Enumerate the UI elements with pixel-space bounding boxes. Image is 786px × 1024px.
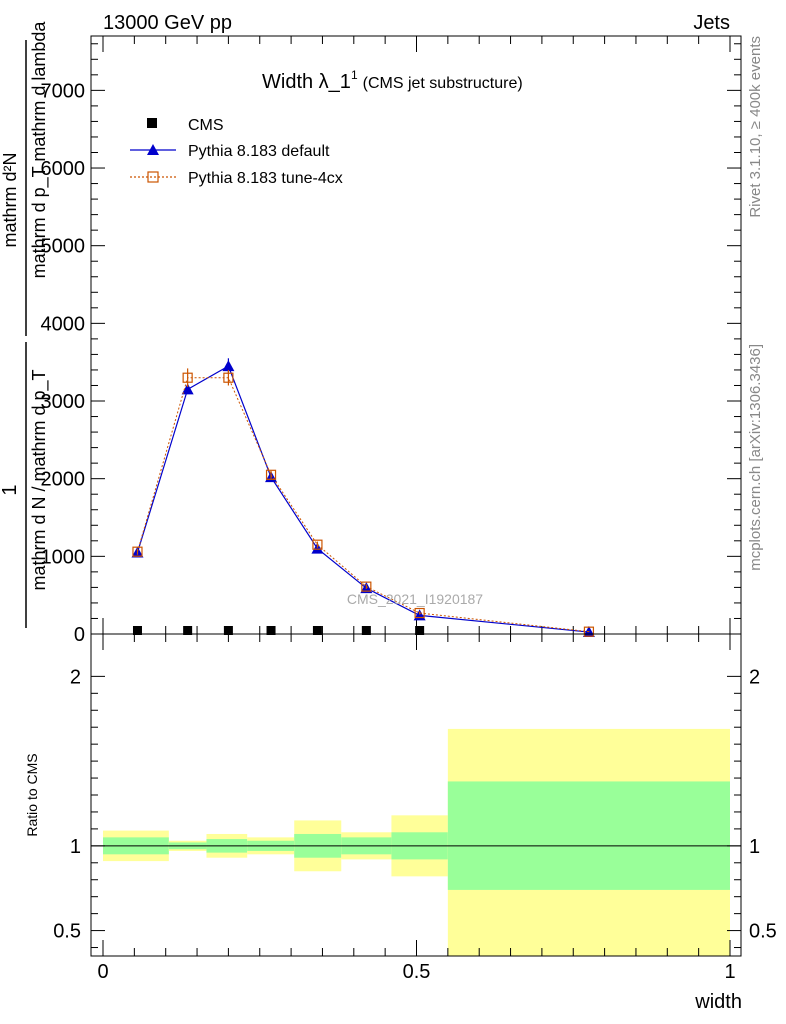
x-tick-label: 0 — [97, 961, 108, 983]
ratio-x-ticks: 0 0.5 1 — [97, 634, 736, 983]
data-point — [181, 383, 194, 395]
data-point — [132, 626, 142, 635]
plot-title-main: Width λ_1 — [262, 71, 351, 93]
legend-tune-label: Pythia 8.183 tune-4cx — [188, 170, 343, 187]
y-label-numerator: 1 — [0, 484, 21, 495]
plot-title: Width λ_11 (CMS jet substructure) — [262, 68, 523, 93]
data-point — [265, 469, 277, 480]
plot-title-sup: 1 — [351, 68, 358, 82]
data-point — [311, 542, 324, 554]
data-point — [266, 626, 276, 635]
main-y-tick-label: 5000 — [41, 236, 86, 258]
series-pythia-8-183-tune-4cx — [132, 368, 595, 637]
y-label-denominator: mathrm d N / mathrm d p_T — [29, 369, 50, 590]
data-point — [132, 546, 143, 557]
legend-cms-label: CMS — [188, 117, 224, 134]
data-point — [415, 626, 425, 635]
main-y-tick-label: 3000 — [41, 391, 86, 413]
main-y-ticks: 0 1000 2000 3000 4000 5000 6000 7000 — [41, 43, 741, 646]
legend-default-marker — [147, 144, 159, 155]
y-label-denominator2: mathrm d p_T mathrm d lambda — [29, 21, 50, 279]
legend-cms-marker — [147, 118, 157, 128]
ratio-y-tick-label: 0.5 — [53, 921, 81, 943]
data-point — [361, 626, 371, 635]
legend-tune-marker — [147, 171, 159, 183]
ratio-y-ticks: 0.5 0.5 1 1 2 2 — [53, 666, 777, 949]
mcplots-label: mcplots.cern.ch [arXiv:1306.3436] — [747, 344, 764, 571]
data-point — [223, 626, 233, 635]
legend: CMS Pythia 8.183 default Pythia 8.183 tu… — [130, 117, 343, 187]
main-y-tick-label: 6000 — [41, 158, 86, 180]
data-point — [312, 626, 322, 635]
data-point — [223, 372, 234, 383]
category-label: Jets — [693, 12, 730, 34]
series-line — [136, 365, 589, 633]
data-point — [312, 539, 323, 550]
y-label-numerator2: mathrm d²N — [0, 152, 20, 247]
ratio-band-green — [447, 781, 730, 890]
data-point — [222, 360, 235, 372]
series-line — [137, 377, 589, 633]
main-series — [131, 358, 595, 638]
main-y-label: 1 mathrm d N / mathrm d p_T mathrm d²N m… — [0, 21, 50, 628]
main-y-tick-label: 0 — [74, 624, 85, 646]
data-point — [361, 581, 372, 592]
series-cms — [132, 626, 425, 635]
x-axis-label: width — [694, 991, 742, 1013]
data-point — [182, 372, 193, 383]
legend-default-label: Pythia 8.183 default — [188, 143, 330, 160]
data-point — [583, 626, 595, 637]
ratio-y-tick-label: 1 — [70, 836, 81, 858]
ratio-bands — [103, 728, 730, 956]
analysis-watermark: CMS_2021_I1920187 — [347, 591, 483, 607]
ratio-y-label: Ratio to CMS — [24, 753, 40, 836]
ratio-y-tick-label-right: 0.5 — [749, 921, 777, 943]
main-y-tick-label: 2000 — [41, 469, 86, 491]
main-y-tick-label: 4000 — [41, 313, 86, 335]
rivet-label: Rivet 3.1.10, ≥ 400k events — [747, 36, 764, 218]
ratio-y-tick-label-right: 1 — [749, 836, 760, 858]
energy-label: 13000 GeV pp — [103, 12, 232, 34]
x-tick-label: 0.5 — [403, 961, 431, 983]
x-tick-label: 1 — [724, 961, 735, 983]
plot-title-sub: (CMS jet substructure) — [363, 75, 523, 92]
main-y-tick-label: 1000 — [41, 546, 86, 568]
data-point — [414, 607, 425, 619]
ratio-panel: 0.5 0.51 12 2 0 0.5 1 Ratio to CMS width — [24, 633, 777, 1013]
ratio-y-tick-label: 2 — [70, 666, 81, 688]
ratio-y-tick-label-right: 2 — [749, 666, 760, 688]
data-point — [183, 626, 193, 635]
main-y-tick-label: 7000 — [41, 80, 86, 102]
